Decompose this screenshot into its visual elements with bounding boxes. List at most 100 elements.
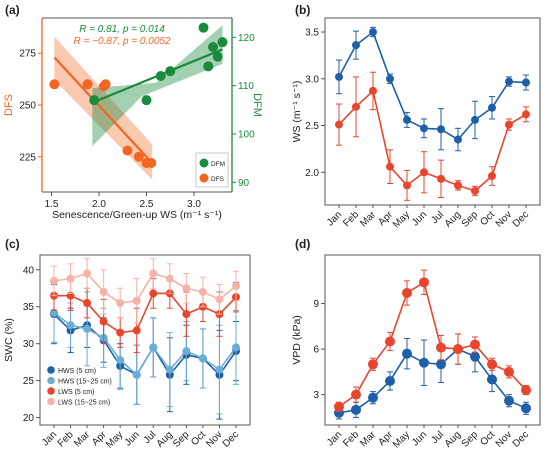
- data-point: [351, 404, 361, 415]
- data-point: [420, 168, 428, 177]
- dfm-point: [198, 22, 209, 33]
- data-point: [420, 124, 428, 133]
- series-lws-5-cm-: [50, 278, 240, 354]
- legend-marker-red: [47, 387, 55, 395]
- legend-c: HWS (5 cm) HWS (15~25 cm) LWS (5 cm) LWS (1…: [47, 366, 112, 406]
- x-tick-label-dec: Dec: [511, 429, 531, 449]
- data-point: [66, 321, 75, 330]
- y-tick-label: 40: [23, 265, 35, 276]
- series-blue: [335, 26, 530, 152]
- legend-a: DFM DFS: [195, 152, 229, 188]
- dfm-point: [208, 42, 218, 52]
- y-tick-label: 3.5: [305, 28, 319, 39]
- series-line: [53, 312, 237, 376]
- y-tick-label: 2.5: [305, 121, 319, 132]
- dfm-point: [155, 71, 166, 81]
- y-tick-label: 25: [23, 376, 35, 387]
- data-point: [99, 287, 108, 296]
- right-y-axis-label: DFM: [251, 93, 263, 117]
- x-tick-label-mar: Mar: [358, 209, 378, 229]
- dfs-point: [122, 145, 133, 156]
- data-point: [165, 365, 174, 374]
- dfs-correlation-annotation: R = −0.87, p = 0.0052: [73, 36, 170, 47]
- legend-label: LWS (15~25 cm): [58, 399, 110, 406]
- data-point: [215, 295, 224, 304]
- dfs-point: [49, 79, 60, 90]
- x-tick-label-dec: Dec: [221, 429, 241, 449]
- y-tick-label: 2.0: [305, 168, 319, 179]
- right-y-tick-label: 90: [238, 178, 250, 189]
- x-tick-label-may: May: [391, 209, 412, 230]
- data-point: [232, 343, 240, 352]
- data-point: [471, 186, 479, 195]
- data-point: [504, 395, 514, 406]
- data-point: [198, 354, 207, 363]
- data-point: [352, 102, 360, 111]
- dfm-point: [141, 95, 152, 106]
- data-point: [215, 365, 224, 374]
- panel-label-a: (a): [5, 3, 20, 17]
- data-point: [165, 274, 174, 283]
- data-point: [116, 299, 125, 308]
- x-tick-label-nov: Nov: [494, 429, 514, 449]
- x-tick-label-dec: Dec: [511, 209, 531, 229]
- data-point: [505, 77, 513, 86]
- panel-label-b: (b): [295, 3, 310, 17]
- data-point: [83, 299, 92, 308]
- data-point: [504, 366, 514, 377]
- legend-label: HWS (15~25 cm): [58, 378, 112, 385]
- x-tick-label-oct: Oct: [478, 209, 497, 228]
- data-point: [436, 342, 446, 353]
- x-tick-label-nov: Nov: [494, 209, 514, 229]
- x-tick-label-jan: Jan: [325, 209, 344, 228]
- y-tick-label: 3.0: [305, 74, 319, 85]
- data-point: [369, 86, 377, 95]
- x-tick-label-oct: Oct: [478, 429, 497, 448]
- x-tick-label-jan: Jan: [40, 429, 59, 448]
- data-point: [522, 110, 530, 119]
- x-tick-label-feb: Feb: [341, 429, 361, 449]
- y-tick-label: 3: [313, 390, 319, 401]
- x-tick-label-sep: Sep: [460, 429, 481, 450]
- x-tick-label-feb: Feb: [56, 429, 76, 449]
- left-y-tick-label: 225: [19, 152, 36, 163]
- x-tick-label: 1.5: [45, 199, 59, 210]
- data-point: [470, 339, 480, 350]
- data-point: [369, 28, 377, 37]
- data-point: [385, 336, 395, 347]
- data-point: [50, 276, 58, 285]
- series-blue: [334, 333, 531, 420]
- dfm-point: [165, 66, 176, 77]
- y-tick-label: 6: [313, 345, 319, 356]
- data-point: [454, 181, 462, 190]
- data-point: [403, 115, 411, 124]
- x-tick-label-aug: Aug: [443, 209, 463, 229]
- data-point: [385, 375, 395, 386]
- legend-dfm-label: DFM: [211, 161, 225, 168]
- data-point: [149, 269, 158, 278]
- x-tick-label-aug: Aug: [443, 429, 463, 449]
- plot-frame: [39, 254, 251, 426]
- y-tick-label: 9: [313, 299, 319, 310]
- x-tick-label-sep: Sep: [460, 209, 481, 230]
- y-axis-label: VPD (kPa): [291, 315, 303, 365]
- legend-dfm-marker: [199, 158, 209, 168]
- data-point: [66, 274, 75, 283]
- x-tick-label-jun: Jun: [410, 209, 429, 228]
- dfs-confidence-band: [54, 36, 153, 180]
- y-axis-label: WS (m⁻¹ s⁻¹): [291, 81, 303, 143]
- data-point: [386, 162, 394, 171]
- data-point: [403, 181, 411, 190]
- data-point: [419, 357, 429, 368]
- data-point: [116, 355, 125, 364]
- legend-dfs-label: DFS: [211, 176, 225, 183]
- data-point: [132, 296, 141, 305]
- x-tick-label-feb: Feb: [341, 209, 361, 229]
- series-line: [53, 313, 237, 377]
- data-point: [182, 310, 191, 319]
- dfs-point: [146, 158, 157, 168]
- data-point: [437, 174, 445, 183]
